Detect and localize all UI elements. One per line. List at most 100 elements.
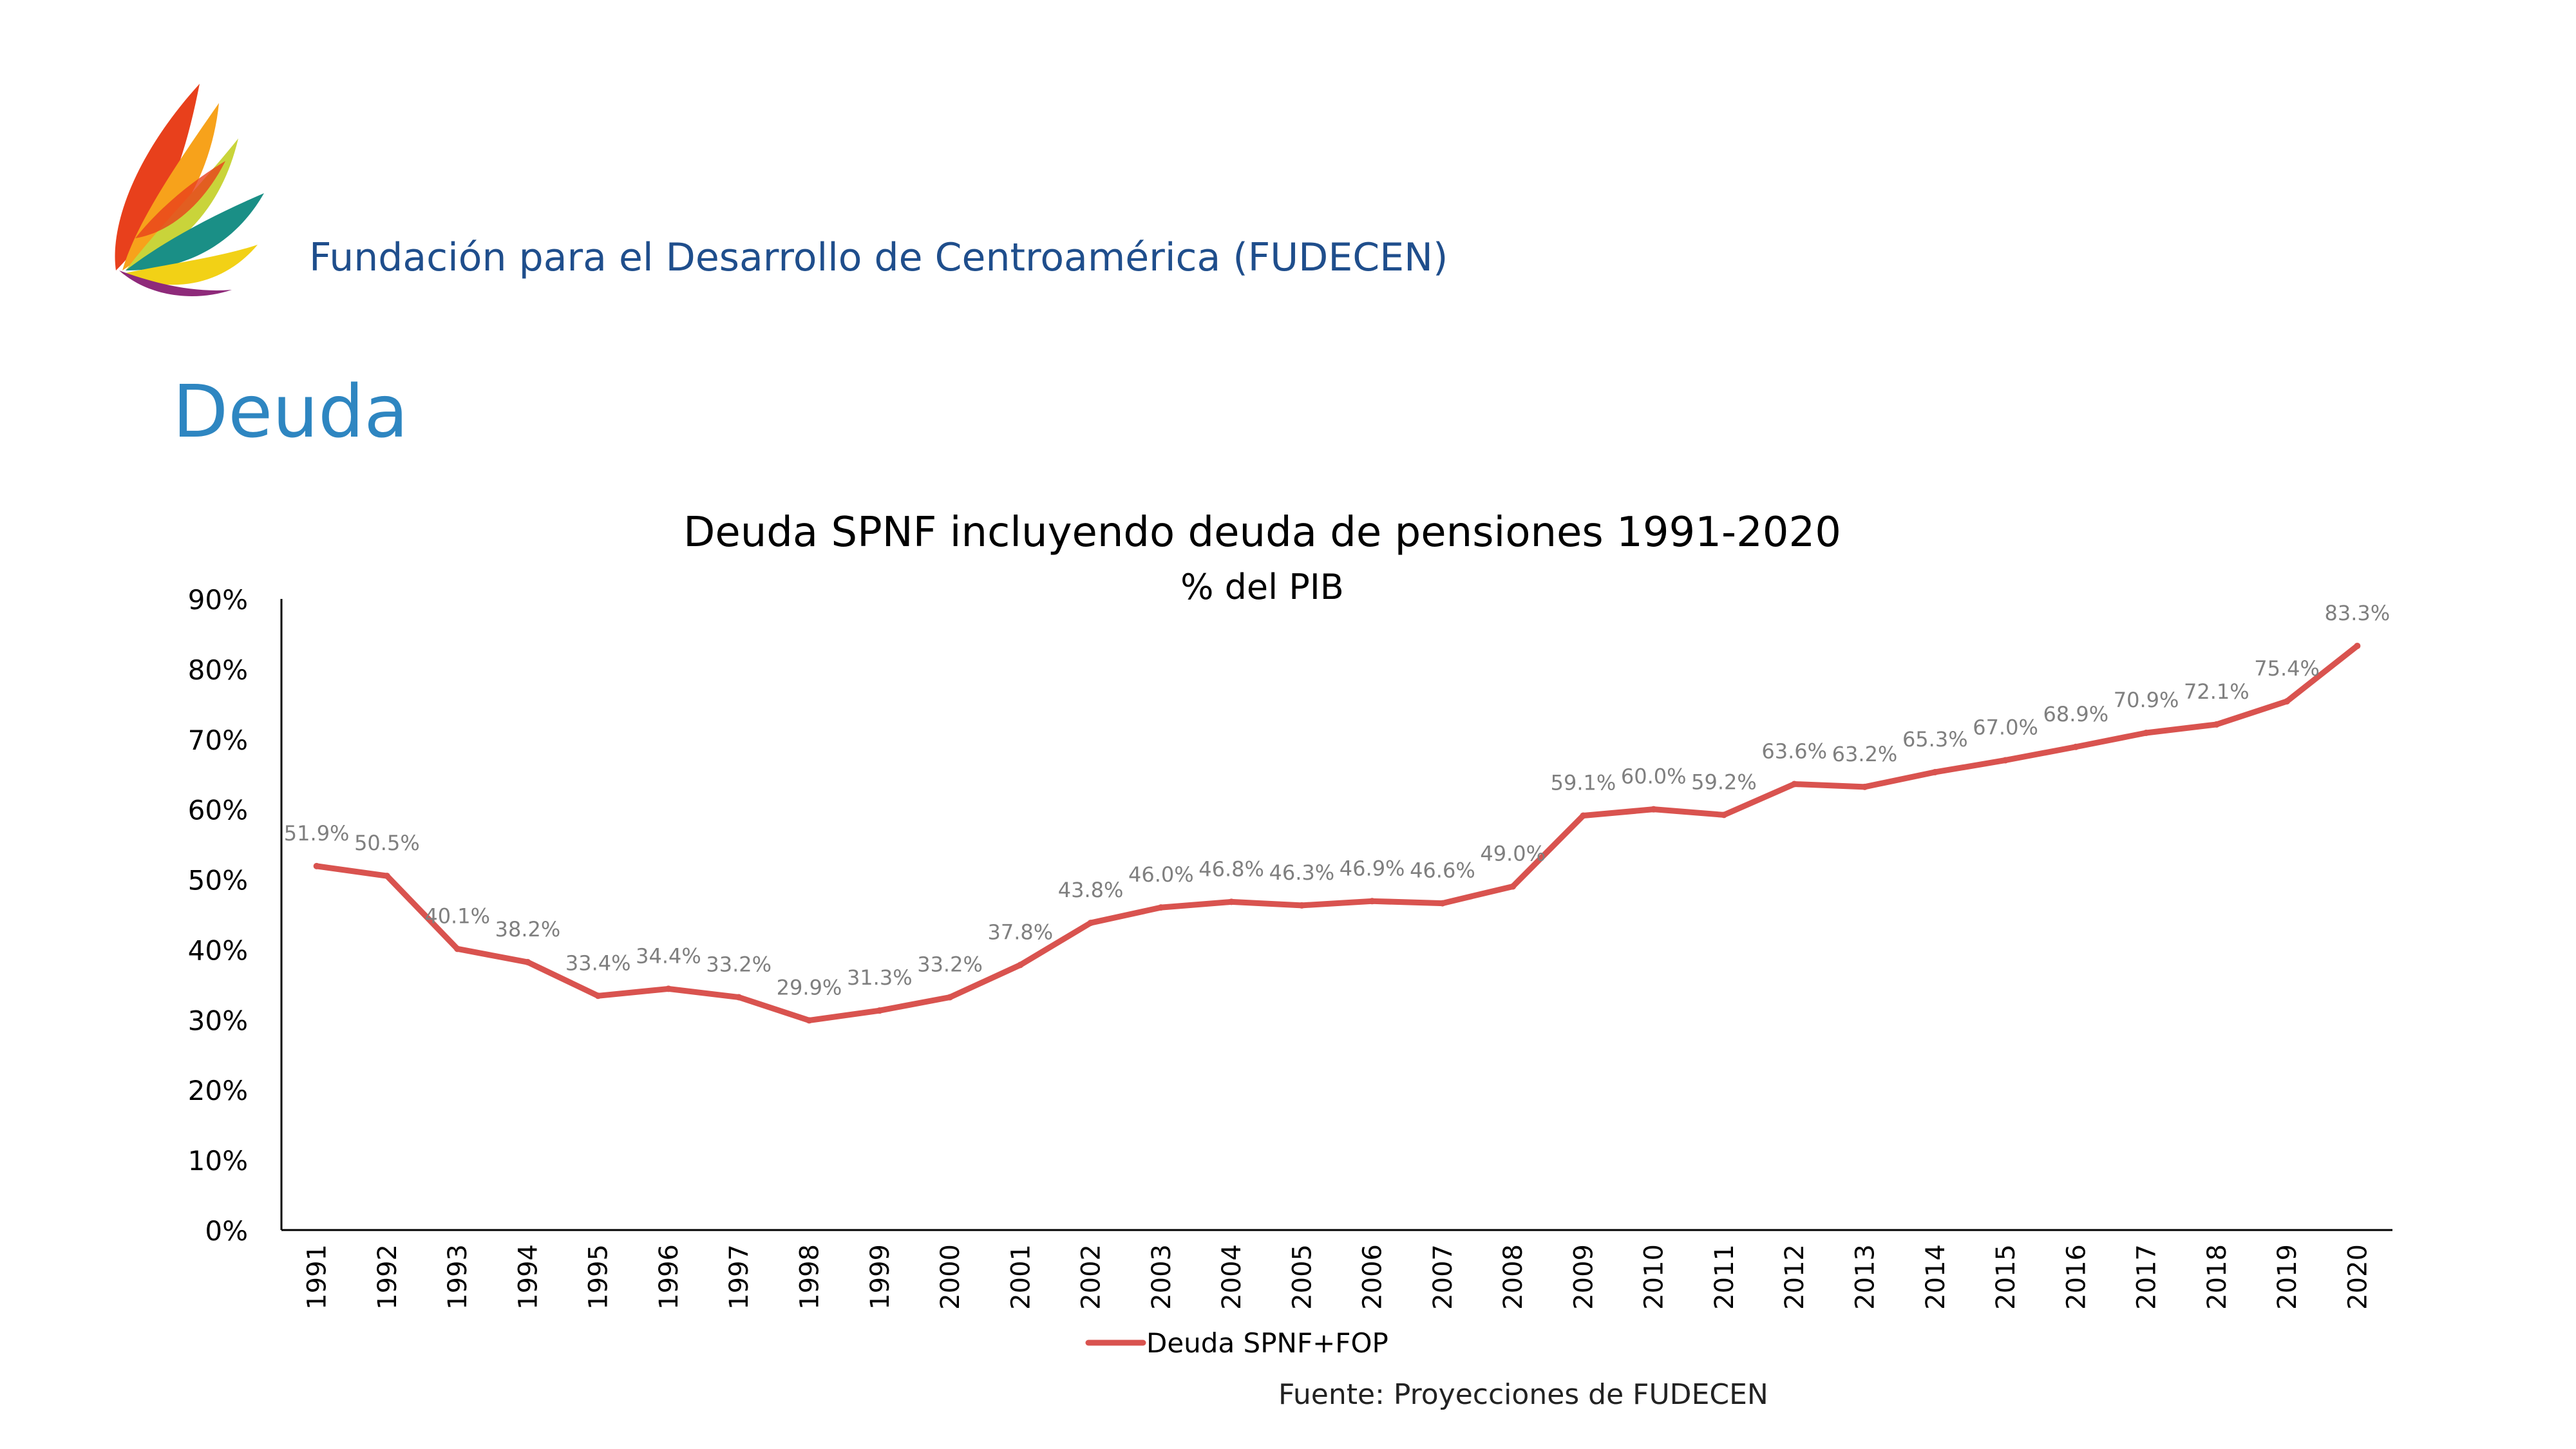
data-label: 83.3% [2325,601,2391,625]
x-tick-label: 2004 [1217,1244,1247,1310]
data-point [594,992,601,999]
data-point [313,862,320,869]
data-point [2002,757,2009,764]
x-tick-label: 2016 [2061,1244,2091,1310]
data-label: 49.0% [1480,841,1546,866]
data-point [876,1007,883,1014]
x-tick-label: 2014 [1921,1244,1951,1310]
data-point [1580,812,1587,819]
data-point [383,873,390,880]
data-label: 65.3% [1902,727,1968,752]
data-label: 34.4% [636,943,701,968]
x-tick-label: 2003 [1147,1244,1177,1310]
x-tick-label: 2008 [1499,1244,1528,1310]
data-point [806,1017,813,1024]
y-tick-label: 90% [188,584,248,616]
data-label: 46.3% [1269,860,1335,885]
data-point [1368,898,1376,905]
y-tick-label: 70% [188,724,248,756]
data-point [1298,902,1305,909]
data-label: 33.4% [565,951,631,975]
data-point [1017,961,1024,969]
x-tick-label: 2005 [1287,1244,1317,1310]
x-tick-label: 2009 [1569,1244,1598,1310]
data-label: 63.2% [1832,742,1898,766]
y-tick-label: 30% [188,1005,248,1036]
data-point [1157,904,1164,911]
data-label: 60.0% [1621,764,1687,789]
data-point [2213,721,2220,728]
x-tick-label: 2018 [2202,1244,2232,1310]
x-tick-label: 1998 [795,1244,825,1310]
data-point [2354,642,2361,649]
data-label: 37.8% [987,920,1053,944]
data-label: 50.5% [354,831,420,855]
data-label: 46.8% [1198,857,1264,881]
x-tick-label: 2001 [1006,1244,1036,1310]
data-label: 59.2% [1691,770,1757,794]
x-tick-label: 2013 [1851,1244,1880,1310]
y-tick-label: 10% [188,1145,248,1177]
data-label: 75.4% [2254,656,2320,681]
x-tick-label: 1996 [654,1244,684,1310]
y-tick-label: 50% [188,865,248,896]
data-label: 70.9% [2114,688,2179,712]
fudecen-logo [115,84,264,296]
y-tick-label: 0% [205,1215,248,1247]
data-label: 46.9% [1340,856,1405,880]
data-label: 59.1% [1551,770,1616,795]
data-label: 43.8% [1058,878,1124,902]
y-tick-label: 80% [188,654,248,686]
organization-name: Fundación para el Desarrollo de Centroam… [309,235,1448,280]
x-tick-label: 2002 [1077,1244,1106,1310]
data-label: 63.6% [1761,739,1827,763]
x-tick-label: 2015 [1991,1244,2021,1310]
x-tick-label: 2010 [1640,1244,1669,1310]
x-tick-label: 1991 [303,1244,332,1310]
data-label: 31.3% [847,965,913,990]
x-tick-label: 2020 [2343,1244,2372,1310]
x-tick-label: 2019 [2273,1244,2302,1310]
data-point [454,945,461,952]
data-point [1087,920,1094,927]
data-point [1650,806,1657,813]
data-point [1439,900,1446,907]
source-note: Fuente: Proyecciones de FUDECEN [1278,1378,1768,1411]
data-label: 72.1% [2184,679,2249,704]
slide-title: Deuda [173,370,408,454]
data-point [524,959,531,966]
data-point [1510,883,1517,890]
data-label: 33.2% [706,952,772,976]
x-tick-label: 2007 [1428,1244,1458,1310]
x-tick-label: 1992 [373,1244,402,1310]
data-point [2072,743,2079,750]
data-point [1931,768,1938,775]
x-tick-label: 1997 [724,1244,754,1310]
x-tick-label: 1995 [584,1244,614,1310]
data-label: 40.1% [424,904,490,928]
data-point [1228,898,1235,905]
data-point [735,994,743,1001]
x-tick-label: 1999 [866,1244,895,1310]
x-tick-label: 2017 [2132,1244,2162,1310]
data-label: 38.2% [495,917,561,942]
x-tick-label: 2011 [1710,1244,1739,1310]
data-label: 67.0% [1973,715,2038,739]
data-label: 33.2% [917,952,983,976]
data-label: 46.6% [1410,858,1475,883]
x-tick-label: 1993 [443,1244,473,1310]
y-tick-label: 20% [188,1075,248,1106]
chart-subtitle: % del PIB [1180,567,1344,607]
data-label: 51.9% [284,821,350,846]
y-tick-label: 60% [188,795,248,826]
y-tick-label: 40% [188,934,248,966]
x-tick-label: 1994 [513,1244,543,1310]
data-label: 68.9% [2043,702,2108,726]
data-label: 29.9% [777,975,842,999]
x-tick-label: 2006 [1358,1244,1388,1310]
legend-label: Deuda SPNF+FOP [1146,1327,1388,1359]
data-point [2143,729,2150,736]
data-point [1720,811,1727,819]
data-point [665,985,672,992]
